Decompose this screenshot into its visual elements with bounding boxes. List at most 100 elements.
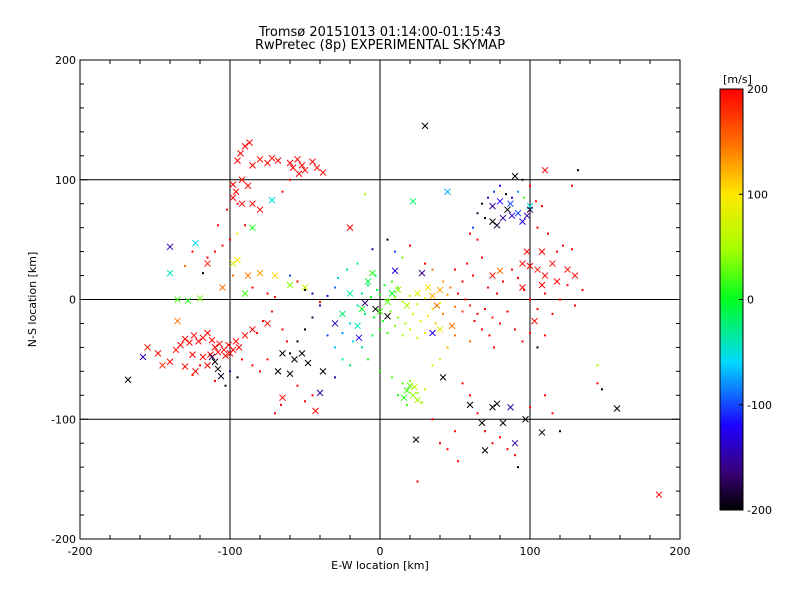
colorbar-tick-label: 0 — [747, 294, 754, 307]
dot-marker — [296, 280, 299, 283]
dot-marker — [544, 394, 546, 397]
cross-marker — [244, 272, 252, 279]
cross-marker — [391, 267, 399, 275]
dot-marker — [311, 292, 314, 295]
dot-marker — [349, 364, 351, 367]
cross-marker — [496, 197, 504, 205]
colorbar-ticks: -200 -100 0 100 200 — [739, 83, 772, 517]
cross-marker — [478, 419, 486, 427]
cross-marker — [144, 344, 151, 351]
colorbar-tick-label: 100 — [747, 188, 768, 201]
dot-marker — [424, 388, 426, 391]
cross-marker — [219, 284, 226, 291]
dot-marker — [304, 288, 306, 291]
dot-marker — [289, 274, 291, 277]
dot-marker — [221, 244, 224, 247]
cross-marker — [268, 154, 276, 162]
cross-marker — [249, 224, 256, 232]
dot-marker — [217, 224, 219, 227]
cross-marker — [466, 401, 474, 409]
cross-marker — [211, 358, 219, 366]
dot-marker — [551, 312, 554, 315]
dot-marker — [391, 376, 393, 379]
cross-marker — [511, 172, 519, 180]
dot-marker — [409, 328, 411, 331]
dot-marker — [326, 294, 329, 297]
dot-marker — [523, 196, 525, 199]
dot-marker — [529, 298, 531, 301]
dot-marker — [386, 332, 389, 335]
dot-marker — [244, 224, 246, 227]
cross-marker — [214, 348, 222, 356]
cross-marker — [234, 256, 241, 264]
dot-marker — [311, 316, 314, 319]
dot-marker — [394, 324, 396, 327]
dot-marker — [481, 202, 483, 205]
dot-marker — [488, 334, 491, 337]
dot-marker — [356, 304, 359, 307]
cross-marker — [229, 194, 237, 202]
cross-marker — [241, 142, 249, 150]
dot-marker — [502, 280, 504, 283]
cross-marker — [571, 272, 579, 279]
cross-marker — [166, 358, 174, 366]
dot-marker — [262, 320, 264, 323]
cross-marker — [499, 214, 507, 222]
cross-marker — [531, 317, 538, 325]
cross-marker — [298, 162, 306, 169]
cross-marker — [124, 376, 132, 384]
dot-marker — [391, 280, 393, 283]
cross-marker — [304, 359, 312, 367]
dot-marker — [439, 442, 441, 445]
dot-marker — [517, 276, 519, 279]
dot-marker — [401, 300, 404, 303]
dot-marker — [266, 358, 269, 361]
dot-marker — [431, 418, 434, 421]
dot-marker — [469, 232, 471, 235]
cross-marker — [271, 272, 279, 279]
cross-marker — [229, 181, 237, 188]
dot-marker — [274, 412, 276, 415]
cross-marker — [246, 139, 253, 146]
cross-marker — [414, 290, 421, 297]
cross-marker — [400, 394, 408, 402]
dot-marker — [419, 320, 422, 323]
dot-marker — [373, 316, 375, 319]
dot-marker — [506, 310, 509, 313]
dot-marker — [551, 412, 554, 415]
dot-marker — [454, 430, 456, 433]
dot-marker — [311, 394, 314, 397]
dot-marker — [442, 312, 444, 315]
dot-marker — [454, 334, 456, 337]
cross-marker — [412, 436, 420, 443]
cross-marker — [279, 394, 286, 402]
cross-marker — [384, 298, 391, 306]
cross-marker — [526, 262, 534, 270]
cross-marker — [309, 158, 316, 166]
cross-marker — [409, 197, 417, 205]
dot-marker — [514, 328, 516, 331]
cross-marker — [358, 305, 366, 313]
dot-marker — [499, 184, 501, 187]
dot-marker — [364, 312, 366, 315]
cross-marker — [514, 209, 522, 217]
cross-marker — [436, 286, 444, 294]
dot-marker — [536, 226, 539, 229]
y-axis-title: N-S location [km] — [26, 252, 39, 348]
cross-marker — [511, 439, 519, 447]
dot-marker — [446, 448, 449, 451]
cross-marker — [444, 188, 451, 196]
cross-marker — [319, 169, 327, 176]
dot-marker — [461, 310, 464, 313]
dot-marker — [472, 226, 474, 229]
cross-marker — [364, 278, 372, 285]
cross-marker — [493, 400, 501, 408]
cross-marker — [403, 387, 411, 394]
dot-marker — [514, 454, 516, 457]
dot-marker — [442, 280, 444, 283]
dot-marker — [266, 292, 269, 295]
dot-marker — [431, 268, 434, 271]
cross-marker — [190, 332, 198, 339]
dot-marker — [409, 244, 411, 247]
dot-marker — [581, 288, 584, 291]
